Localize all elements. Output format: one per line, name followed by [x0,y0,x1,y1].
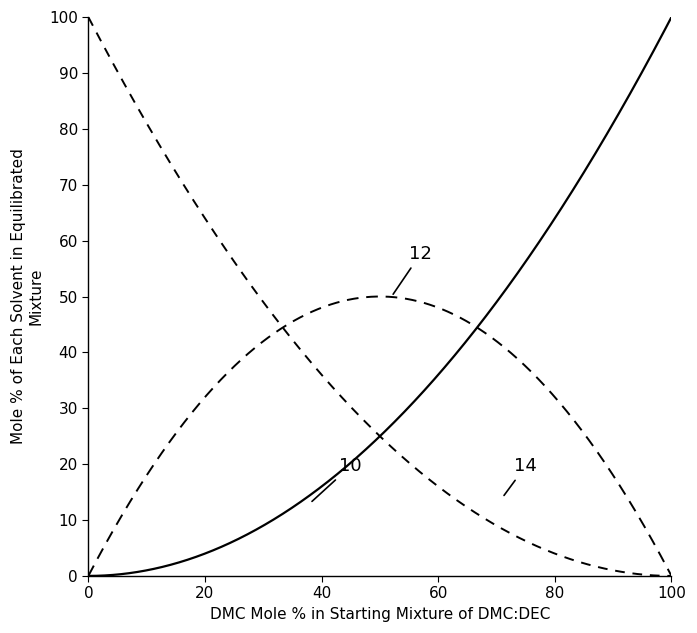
Text: 12: 12 [393,245,432,294]
Text: 14: 14 [504,457,537,496]
X-axis label: DMC Mole % in Starting Mixture of DMC:DEC: DMC Mole % in Starting Mixture of DMC:DE… [210,607,550,622]
Text: 10: 10 [312,457,362,501]
Y-axis label: Mole % of Each Solvent in Equilibrated
Mixture: Mole % of Each Solvent in Equilibrated M… [11,149,43,444]
